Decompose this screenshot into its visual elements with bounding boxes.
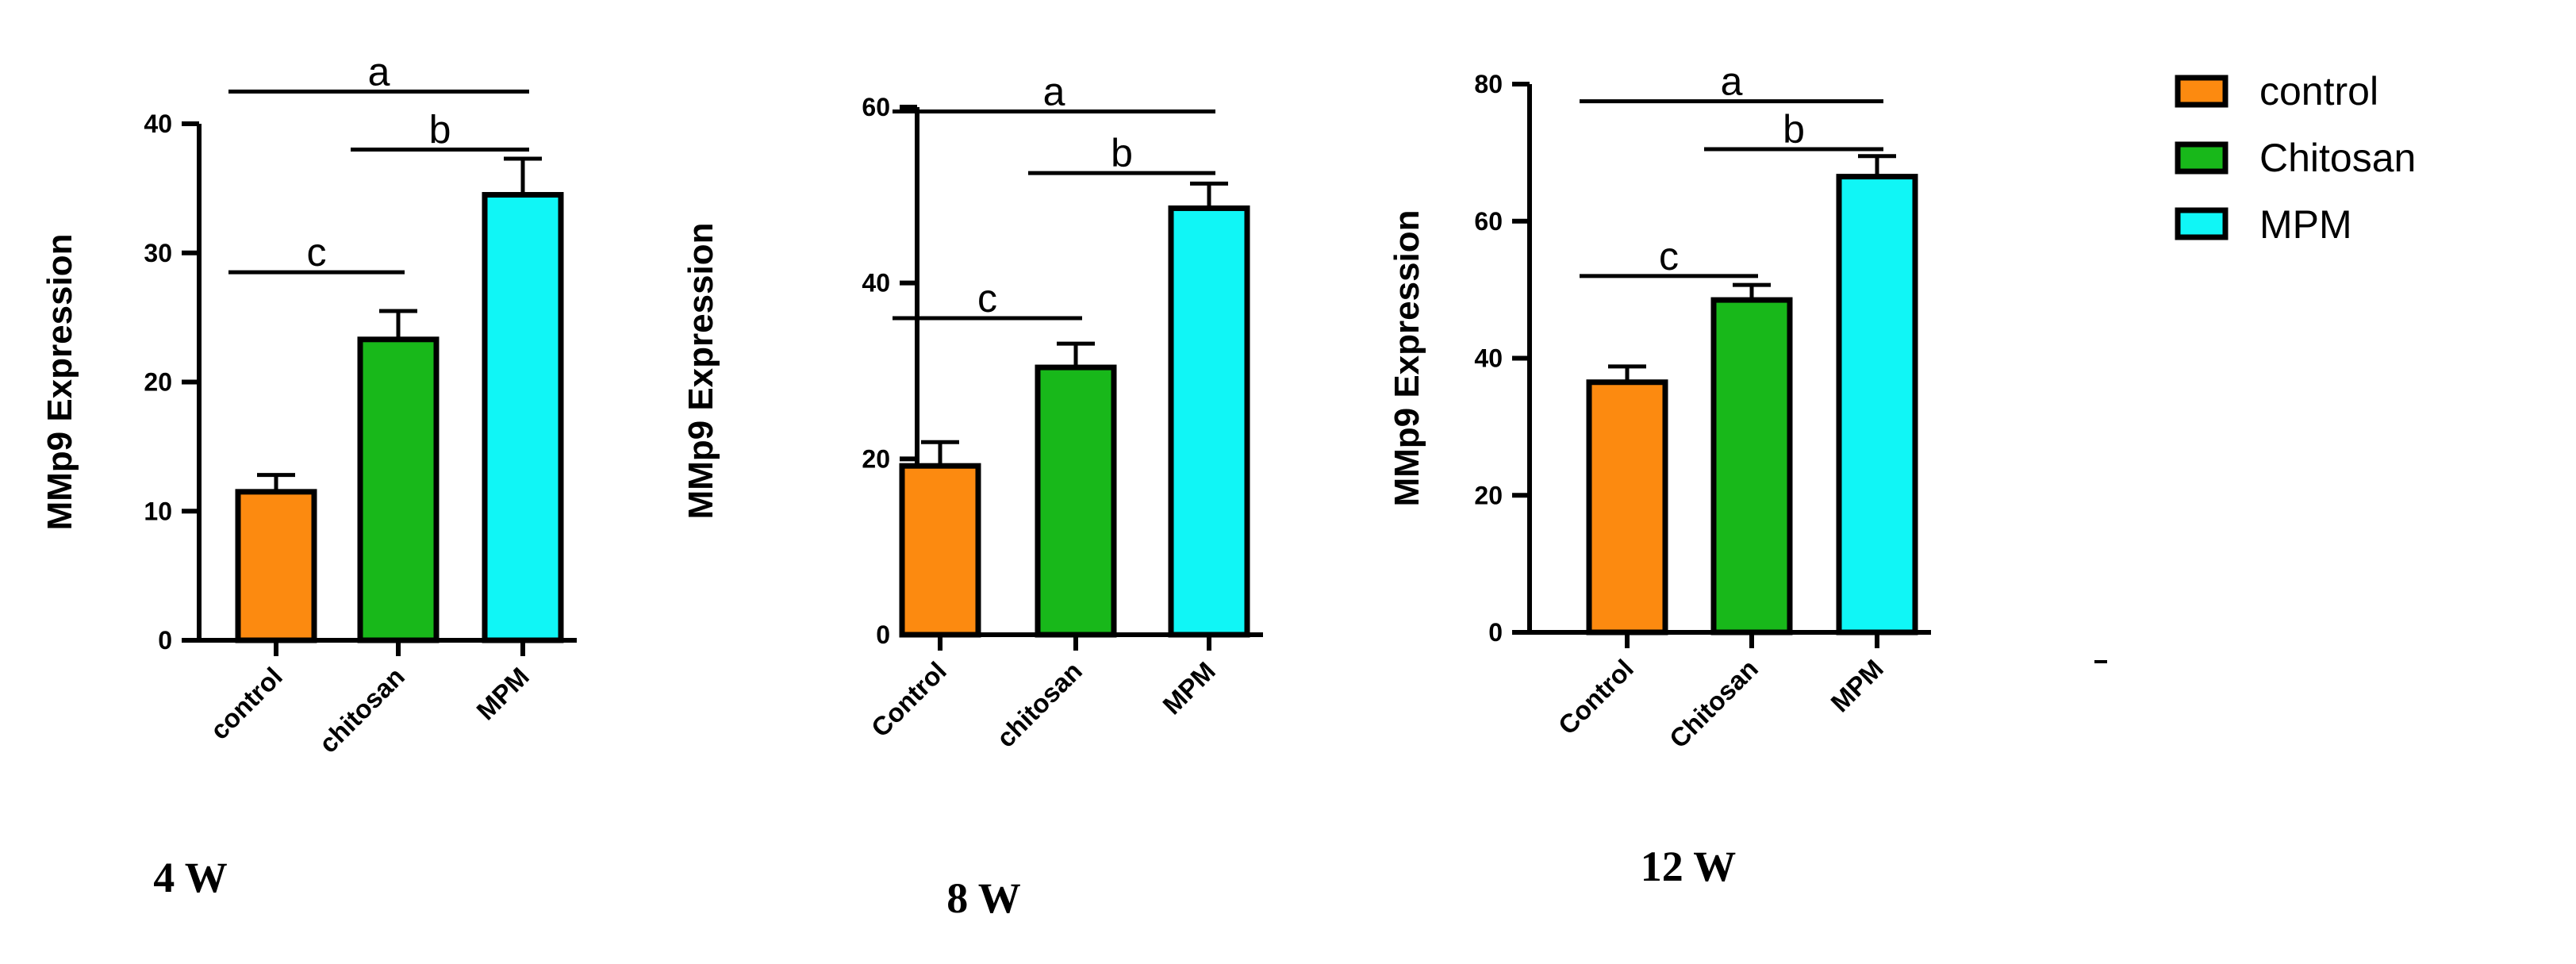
y-tick-label: 80 [1474,70,1503,98]
panel-label: 4 W [153,854,228,901]
category-label: Control [866,656,952,743]
legend-label-control: control [2259,69,2378,113]
y-tick-label: 30 [144,239,172,267]
category-label: Chitosan [1664,654,1764,754]
legend-swatch-chitosan [2175,141,2229,175]
bar-control [1586,379,1668,636]
significance-label-a: a [368,49,390,94]
category-label: control [205,662,288,745]
bar-control [899,463,981,638]
bar-chitosan [1710,297,1793,636]
bar-mpm [1168,205,1250,638]
y-tick-label: 10 [144,497,172,525]
bar-control [235,489,317,643]
significance-label-a: a [1721,60,1743,104]
y-tick-label: 60 [862,93,890,121]
category-label: chitosan [313,662,410,759]
significance-label-b: b [1111,131,1133,175]
y-tick-label: 20 [144,368,172,397]
category-label: MPM [470,662,535,726]
panel-label: 8 W [946,874,1021,922]
category-label: chitosan [991,656,1088,753]
bar-chitosan [357,336,440,643]
chart-panel-3: 0 20 40 60 80 MMp9 Expression Control Chitosan M… [1388,60,1931,890]
y-tick-label: 20 [862,444,890,473]
y-axis-title: MMp9 Expression [1388,209,1426,506]
y-tick-label: 40 [144,109,172,138]
bar-mpm [482,192,564,643]
legend-label-chitosan: Chitosan [2259,136,2416,180]
bar-mpm [1836,174,1918,636]
legend: control Chitosan MPM [2175,69,2416,247]
significance-label-b: b [429,108,451,152]
y-tick-label: 40 [862,269,890,298]
y-tick-label: 0 [876,620,890,649]
y-tick-label: 60 [1474,207,1503,236]
legend-label-mpm: MPM [2259,202,2352,247]
legend-swatch-control [2175,75,2229,108]
y-tick-label: 20 [1474,481,1503,509]
panel-label: 12 W [1641,843,1737,890]
significance-label-c: c [307,230,327,275]
y-tick-label: 0 [1488,618,1503,647]
category-label: Control [1553,654,1639,740]
legend-swatch-mpm [2175,207,2229,240]
significance-label-c: c [977,276,997,321]
y-axis-title: MMp9 Expression [681,222,720,519]
category-label: MPM [1157,656,1221,720]
chart-panel-2: 0 20 40 60 MMp9 Expression Control chitosan MPM… [681,70,1263,922]
y-tick-label: 40 [1474,344,1503,373]
significance-label-b: b [1783,107,1805,152]
y-axis-title: MMp9 Expression [40,233,79,530]
significance-label-a: a [1043,70,1065,114]
bar-chitosan [1035,364,1117,638]
category-label: MPM [1825,654,1889,718]
chart-panel-1: 0 10 20 30 40 MMp9 Expression control chitosan M… [40,49,577,901]
significance-label-c: c [1659,234,1679,278]
y-tick-label: 0 [158,626,172,655]
